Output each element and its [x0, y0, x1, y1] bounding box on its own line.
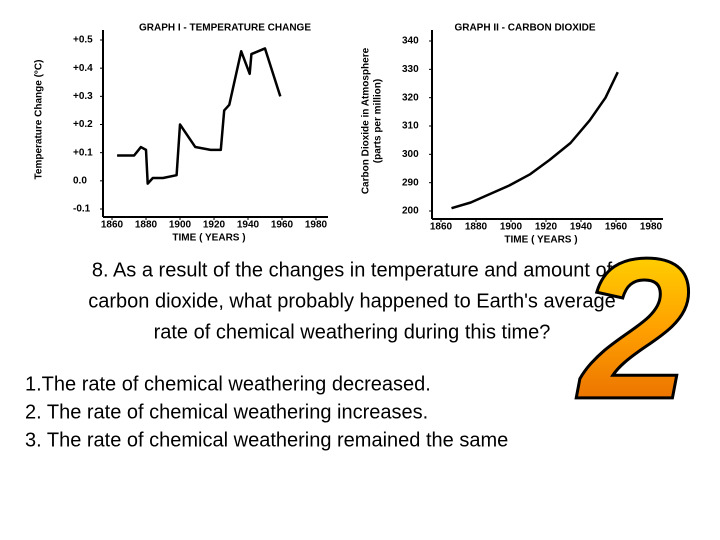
- x-tick-label: 1920: [203, 220, 226, 231]
- y-tick-label: -0.1: [73, 204, 91, 215]
- x-tick-label: 1900: [169, 220, 192, 231]
- x-axis-label: TIME ( YEARS ): [504, 235, 577, 246]
- question: 8. As a result of the changes in tempera…: [88, 259, 616, 343]
- y-tick-label: +0.2: [73, 119, 93, 130]
- y-tick-label: 340: [402, 36, 419, 47]
- y-tick-label: 300: [402, 149, 419, 160]
- answers: 1.The rate of chemical weathering decrea…: [25, 373, 508, 451]
- y-tick-label: +0.4: [73, 63, 93, 74]
- x-tick-label: 1900: [500, 222, 523, 233]
- data-line: [451, 71, 619, 210]
- question-line: rate of chemical weathering during this …: [154, 321, 551, 343]
- x-tick-label: 1980: [640, 222, 663, 233]
- badge: 2: [575, 218, 690, 441]
- y-tick-label: 0.0: [73, 175, 87, 186]
- data-line: [117, 47, 282, 185]
- answer: 3. The rate of chemical weathering remai…: [25, 429, 508, 451]
- question-line: carbon dioxide, what probably happened t…: [88, 290, 616, 312]
- y-tick-label: 200: [402, 206, 419, 217]
- x-tick-label: 1960: [605, 222, 628, 233]
- y-tick-label: 320: [402, 92, 419, 103]
- x-tick-label: 1940: [570, 222, 593, 233]
- y-tick-label: +0.5: [73, 35, 93, 46]
- y-tick-label: 330: [402, 64, 419, 75]
- x-tick-label: 1940: [237, 220, 260, 231]
- y-axis-label: Temperature Change (°C): [34, 60, 45, 180]
- x-tick-label: 1880: [465, 222, 488, 233]
- answer: 1.The rate of chemical weathering decrea…: [25, 373, 431, 395]
- x-tick-label: 1920: [535, 222, 558, 233]
- x-tick-label: 1860: [101, 220, 124, 231]
- y-axis-label: Carbon Dioxide in Atmosphere: [361, 47, 372, 194]
- x-tick-label: 1880: [135, 220, 158, 231]
- chart-title: GRAPH II - CARBON DIOXIDE: [454, 23, 595, 34]
- x-tick-label: 1860: [430, 222, 453, 233]
- y-axis-label: (parts per million): [373, 79, 384, 163]
- y-tick-label: 290: [402, 177, 419, 188]
- y-tick-label: +0.3: [73, 91, 93, 102]
- y-tick-label: 310: [402, 121, 419, 132]
- x-tick-label: 1980: [305, 220, 328, 231]
- question-line: 8. As a result of the changes in tempera…: [92, 259, 613, 281]
- answer: 2. The rate of chemical weathering incre…: [25, 401, 428, 423]
- y-tick-label: +0.1: [73, 147, 93, 158]
- x-axis-label: TIME ( YEARS ): [172, 233, 245, 244]
- x-tick-label: 1960: [271, 220, 294, 231]
- chart-title: GRAPH I - TEMPERATURE CHANGE: [139, 23, 311, 34]
